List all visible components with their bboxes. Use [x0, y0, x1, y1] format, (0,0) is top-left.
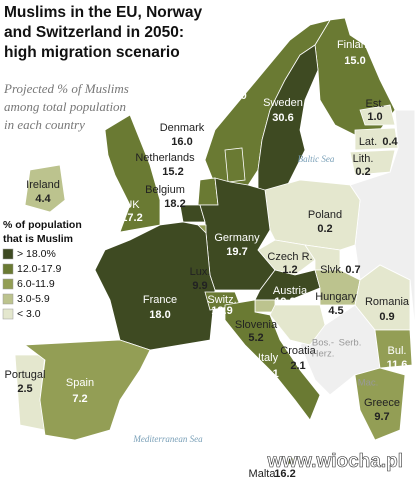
legend-swatch [2, 248, 14, 260]
country-value: 19.7 [226, 246, 247, 258]
country-name: Lux. [190, 266, 211, 278]
country-name: Greece [364, 397, 400, 409]
country-name: Poland [308, 209, 342, 221]
legend-swatch [2, 308, 14, 320]
country-name: Denmark [160, 122, 205, 134]
country-name: Italy [258, 352, 279, 364]
country-value: 9.7 [374, 411, 389, 423]
sea-label: Mediterranean Sea [132, 434, 203, 444]
country-shape [286, 457, 294, 465]
country-name: Ireland [26, 179, 60, 191]
country-name: Portugal [5, 369, 46, 381]
country-name: Bul. [388, 345, 407, 357]
country-value: 17.2 [121, 212, 142, 224]
legend-label: > 18.0% [17, 248, 56, 260]
country-name: Switz. [207, 294, 236, 306]
legend-label: 3.0-5.9 [17, 293, 50, 305]
legend-swatch [2, 278, 14, 290]
legend-title: that is Muslim [3, 233, 73, 245]
country-name: Finland [337, 39, 373, 51]
other-label: Herz. [312, 349, 335, 360]
country-value: 0.4 [382, 136, 398, 148]
country-shape [264, 179, 361, 251]
subtitle: in each country [4, 117, 85, 132]
title: high migration scenario [4, 44, 180, 61]
country-value: 7.2 [72, 393, 87, 405]
country-value: 11.6 [387, 359, 408, 371]
title: Muslims in the EU, Norway [4, 4, 202, 21]
title: and Switzerland in 2050: [4, 24, 184, 41]
country-name: Slovenia [235, 319, 278, 331]
country-value: 4.4 [35, 193, 51, 205]
watermark: www.wiocha.pl [267, 451, 403, 472]
country-value: 15.2 [162, 166, 183, 178]
country-value: 30.6 [272, 112, 293, 124]
country-value: 0.9 [379, 311, 394, 323]
country-name: Nor. [226, 74, 246, 86]
legend-label: 12.0-17.9 [17, 263, 62, 275]
country-value: 5.2 [248, 332, 263, 344]
country-value: 19.9 [274, 296, 295, 308]
country-name: Austria [273, 285, 308, 297]
country-shape [197, 177, 219, 206]
country-shape [354, 367, 406, 441]
country-name: Croatia [280, 345, 316, 357]
legend-title: % of population [3, 219, 82, 231]
country-value: 15.0 [344, 55, 365, 67]
country-value: 18.0 [149, 309, 170, 321]
legend-label: < 3.0 [17, 308, 41, 320]
country-shape [354, 127, 399, 151]
country-value: 1.2 [282, 264, 297, 276]
country-name: Slvk. [320, 264, 344, 276]
country-value: 1.0 [367, 111, 382, 123]
country-value: 16.0 [171, 136, 192, 148]
country-name: Hungary [315, 291, 357, 303]
country-shape [374, 329, 413, 369]
sea-label: Baltic Sea [298, 154, 335, 164]
country-name: Lith. [353, 153, 374, 165]
country-shape [24, 164, 66, 213]
country-value: 12.9 [211, 305, 232, 317]
country-name: Czech R. [267, 251, 312, 263]
country-name: France [143, 294, 177, 306]
country-shape [349, 149, 396, 176]
country-name: Est. [366, 98, 385, 110]
subtitle: among total population [4, 99, 126, 114]
country-name: Romania [365, 296, 410, 308]
country-value: 16.2 [274, 468, 295, 480]
country-value: 4.5 [328, 305, 343, 317]
other-label: Mac. [358, 378, 379, 389]
country-name: Belgium [145, 184, 185, 196]
country-name: Sweden [263, 97, 303, 109]
legend-swatch [2, 293, 14, 305]
country-value: 14.1 [257, 368, 278, 380]
country-name: Lat. [359, 136, 377, 148]
legend-label: 6.0-11.9 [17, 278, 55, 290]
country-shape [23, 339, 151, 441]
country-shape [359, 104, 396, 126]
country-value: 18.2 [164, 198, 185, 210]
subtitle: Projected % of Muslims [3, 81, 129, 96]
country-name: UK [124, 199, 140, 211]
country-value: 0.2 [355, 166, 370, 178]
country-value: 2.5 [17, 383, 32, 395]
country-name: Germany [214, 232, 260, 244]
country-value: 0.7 [345, 264, 360, 276]
country-value: 0.2 [317, 223, 332, 235]
country-shape [224, 299, 321, 421]
country-value: 9.9 [192, 280, 207, 292]
legend-swatch [2, 263, 14, 275]
country-shape [94, 221, 216, 351]
country-name: Malta [249, 468, 277, 480]
other-label: Serb. [339, 338, 362, 349]
country-shape [224, 147, 246, 183]
country-value: 2.1 [290, 360, 305, 372]
country-name: Spain [66, 377, 94, 389]
other-label: Bos.- [312, 338, 334, 349]
country-value: 17.0 [225, 90, 246, 102]
country-name: Netherlands [135, 152, 195, 164]
